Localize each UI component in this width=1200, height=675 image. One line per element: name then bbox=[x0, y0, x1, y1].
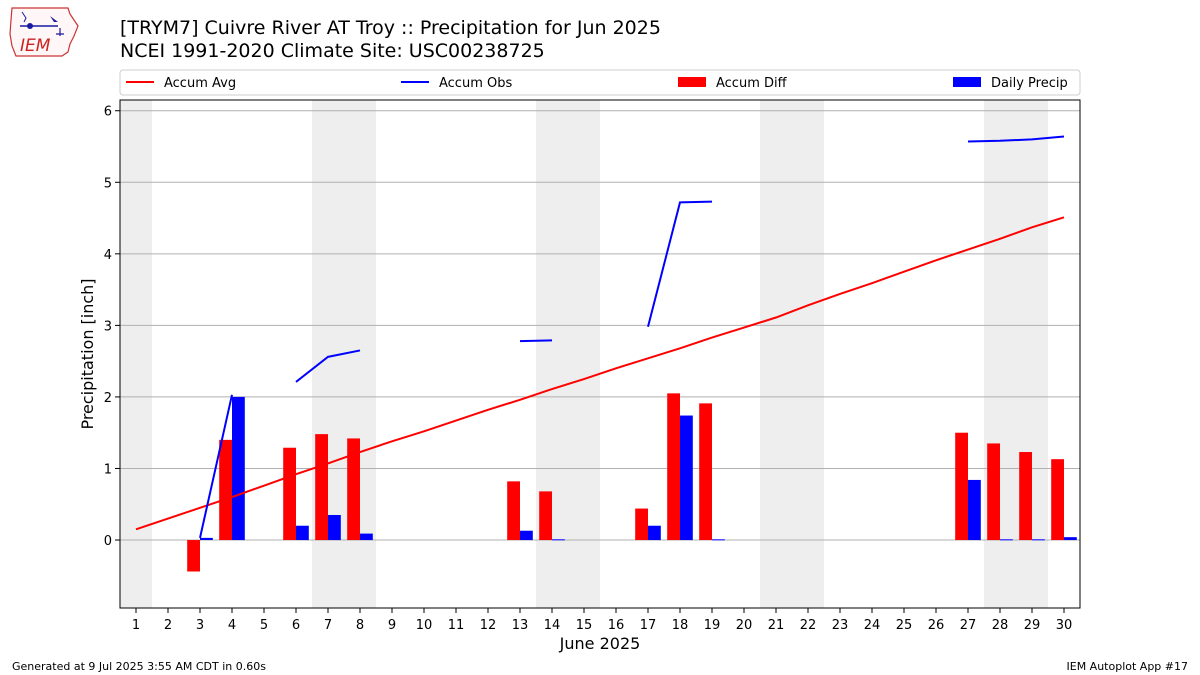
x-tick-label-3: 3 bbox=[196, 618, 204, 633]
legend-swatch-daily-precip bbox=[953, 77, 981, 87]
daily-bar-day-6 bbox=[296, 525, 309, 541]
y-axis-label: Precipitation [inch] bbox=[78, 278, 97, 429]
legend-box bbox=[119, 69, 1081, 96]
obs-line-segment-0 bbox=[199, 394, 233, 539]
x-tick-label-24: 24 bbox=[864, 618, 881, 633]
x-tick-label-21: 21 bbox=[768, 618, 785, 633]
x-tick-label-28: 28 bbox=[992, 618, 1009, 633]
x-axis-label: June 2025 bbox=[559, 634, 641, 653]
x-tick-label-6: 6 bbox=[292, 618, 300, 633]
y-tick-label-2: 2 bbox=[104, 391, 112, 406]
diff-bar-day-28 bbox=[987, 443, 1000, 541]
x-tick-label-9: 9 bbox=[388, 618, 396, 633]
x-tick-label-17: 17 bbox=[640, 618, 657, 633]
x-tick-label-23: 23 bbox=[832, 618, 849, 633]
x-tick-label-29: 29 bbox=[1024, 618, 1041, 633]
x-tick-label-22: 22 bbox=[800, 618, 817, 633]
x-tick-label-12: 12 bbox=[480, 618, 497, 633]
y-tick-label-1: 1 bbox=[104, 462, 112, 477]
y-tick-label-4: 4 bbox=[104, 248, 112, 263]
daily-bar-day-13 bbox=[520, 530, 533, 541]
iem-logo: IEM bbox=[8, 6, 80, 60]
diff-bar-day-6 bbox=[283, 447, 296, 541]
x-tick-label-19: 19 bbox=[704, 618, 721, 633]
x-tick-label-13: 13 bbox=[512, 618, 529, 633]
weekend-shading bbox=[120, 100, 1048, 608]
y-tick-label-3: 3 bbox=[104, 319, 112, 334]
daily-bar-day-18 bbox=[680, 415, 693, 541]
legend-label-accum-avg: Accum Avg bbox=[164, 76, 236, 91]
daily-bar-day-14 bbox=[552, 539, 565, 541]
x-tick-label-1: 1 bbox=[132, 618, 140, 633]
grid-lines bbox=[120, 110, 1080, 541]
weekend-band-day-22 bbox=[792, 100, 824, 608]
x-tick-label-25: 25 bbox=[896, 618, 913, 633]
diff-bar-day-7 bbox=[315, 434, 328, 541]
diff-bar-day-14 bbox=[539, 491, 552, 541]
y-tick-label-0: 0 bbox=[104, 534, 112, 549]
x-tick-label-5: 5 bbox=[260, 618, 268, 633]
obs-line-segment-4 bbox=[967, 135, 1065, 143]
daily-bar-day-3 bbox=[200, 537, 213, 541]
lines bbox=[135, 135, 1065, 539]
bars bbox=[187, 393, 1077, 572]
legend: Accum Avg Accum Obs Accum Diff Daily Precip bbox=[119, 69, 1081, 96]
x-tick-label-8: 8 bbox=[356, 618, 364, 633]
x-tick-label-20: 20 bbox=[736, 618, 753, 633]
x-tick-label-26: 26 bbox=[928, 618, 945, 633]
diff-bar-day-17 bbox=[635, 508, 648, 541]
diff-bar-day-4 bbox=[219, 439, 232, 541]
legend-label-daily-precip: Daily Precip bbox=[991, 76, 1068, 91]
daily-bar-day-28 bbox=[1000, 539, 1013, 541]
x-tick-label-7: 7 bbox=[324, 618, 332, 633]
x-tick-label-11: 11 bbox=[448, 618, 465, 633]
chart-subtitle: NCEI 1991-2020 Climate Site: USC00238725 bbox=[120, 40, 545, 62]
x-tick-label-27: 27 bbox=[960, 618, 977, 633]
x-tick-label-18: 18 bbox=[672, 618, 689, 633]
diff-bar-day-19 bbox=[699, 403, 712, 541]
x-tick-label-15: 15 bbox=[576, 618, 593, 633]
chart-title: [TRYM7] Cuivre River AT Troy :: Precipit… bbox=[120, 17, 661, 39]
diff-bar-day-18 bbox=[667, 393, 680, 541]
logo-text: IEM bbox=[20, 36, 51, 56]
daily-bar-day-30 bbox=[1064, 537, 1077, 541]
diff-bar-day-29 bbox=[1019, 452, 1032, 541]
footer-app: IEM Autoplot App #17 bbox=[1066, 660, 1189, 673]
plot-frame bbox=[119, 99, 1081, 609]
diff-bar-day-30 bbox=[1051, 459, 1064, 541]
daily-bar-day-8 bbox=[360, 533, 373, 541]
y-tick-label-5: 5 bbox=[104, 176, 112, 191]
daily-bar-day-19 bbox=[712, 539, 725, 541]
x-tick-label-30: 30 bbox=[1056, 618, 1073, 633]
diff-bar-day-13 bbox=[507, 481, 520, 541]
obs-line-segment-1 bbox=[295, 349, 361, 383]
avg-line-segment-0 bbox=[135, 216, 1065, 531]
iem-logo-graphic: IEM bbox=[9, 7, 79, 57]
x-tick-label-2: 2 bbox=[164, 618, 172, 633]
daily-bar-day-17 bbox=[648, 525, 661, 541]
footer-generated: Generated at 9 Jul 2025 3:55 AM CDT in 0… bbox=[12, 660, 266, 673]
daily-bar-day-27 bbox=[968, 479, 981, 541]
weekend-band-day-21 bbox=[760, 100, 792, 608]
x-tick-label-4: 4 bbox=[228, 618, 236, 633]
diff-bar-day-3 bbox=[187, 540, 200, 572]
x-tick-label-16: 16 bbox=[608, 618, 625, 633]
diff-bar-day-27 bbox=[955, 432, 968, 541]
obs-line-segment-2 bbox=[519, 339, 553, 343]
weekend-band-day-15 bbox=[568, 100, 600, 608]
weekend-band-day-1 bbox=[120, 100, 152, 608]
legend-swatch-accum-diff bbox=[678, 77, 706, 87]
obs-line-segment-3 bbox=[647, 200, 713, 328]
x-tick-label-14: 14 bbox=[544, 618, 561, 633]
x-tick-label-10: 10 bbox=[416, 618, 433, 633]
daily-bar-day-7 bbox=[328, 514, 341, 541]
daily-bar-day-29 bbox=[1032, 539, 1045, 541]
y-tick-label-6: 6 bbox=[104, 105, 112, 120]
daily-bar-day-4 bbox=[232, 396, 245, 541]
diff-bar-day-8 bbox=[347, 438, 360, 541]
legend-label-accum-obs: Accum Obs bbox=[439, 76, 512, 91]
legend-label-accum-diff: Accum Diff bbox=[716, 76, 788, 91]
